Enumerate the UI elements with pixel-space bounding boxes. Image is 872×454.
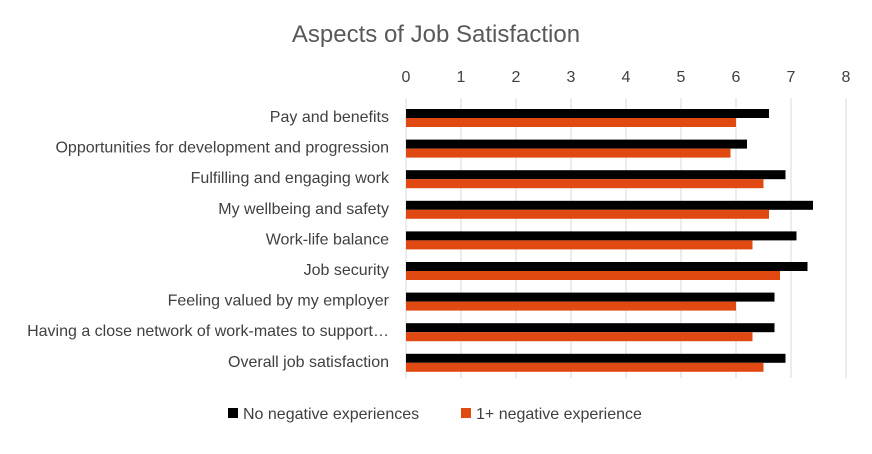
bar	[406, 353, 786, 363]
legend: No negative experiences 1+ negative exper…	[228, 406, 642, 423]
category-label: Overall job satisfaction	[228, 354, 389, 371]
bar	[406, 118, 736, 127]
bar	[406, 240, 753, 250]
x-tick-label: 6	[732, 69, 741, 86]
category-label: Job security	[304, 262, 389, 279]
bar	[406, 271, 780, 280]
bar	[406, 262, 808, 271]
x-tick-label: 3	[567, 69, 576, 86]
x-tick-label: 4	[622, 69, 631, 86]
category-label: Work-life balance	[266, 231, 389, 248]
bar	[406, 200, 813, 210]
category-label: Having a close network of work-mates to …	[27, 323, 389, 340]
bar	[406, 148, 731, 158]
x-tick-label: 0	[402, 69, 411, 86]
bars	[406, 109, 813, 372]
bar	[406, 332, 753, 342]
category-label: Fulfilling and engaging work	[191, 170, 390, 187]
x-tick-label: 8	[842, 69, 851, 86]
category-label: My wellbeing and safety	[218, 201, 389, 218]
category-label: Opportunities for development and progre…	[55, 140, 389, 157]
x-tick-label: 1	[457, 69, 466, 86]
bar	[406, 179, 764, 189]
x-tick-label: 5	[677, 69, 686, 86]
x-tick-label: 2	[512, 69, 521, 86]
category-label: Pay and benefits	[270, 109, 389, 126]
legend-swatch	[461, 408, 471, 418]
category-labels: Pay and benefits Opportunities for develo…	[27, 109, 390, 371]
bar	[406, 323, 775, 333]
x-tick-label: 7	[787, 69, 796, 86]
bar	[406, 292, 775, 302]
bar	[406, 362, 764, 372]
bar	[406, 301, 736, 311]
bar	[406, 209, 769, 219]
category-label: Feeling valued by my employer	[168, 293, 390, 310]
bar	[406, 231, 797, 241]
legend-label: 1+ negative experience	[476, 406, 642, 423]
x-axis-ticks: 0 1 2 3 4 5 6 7 8	[402, 69, 851, 86]
bar	[406, 170, 786, 180]
legend-label: No negative experiences	[243, 406, 419, 423]
bar	[406, 139, 747, 149]
chart-title: Aspects of Job Satisfaction	[292, 21, 580, 48]
bar	[406, 109, 769, 118]
legend-swatch	[228, 408, 238, 418]
